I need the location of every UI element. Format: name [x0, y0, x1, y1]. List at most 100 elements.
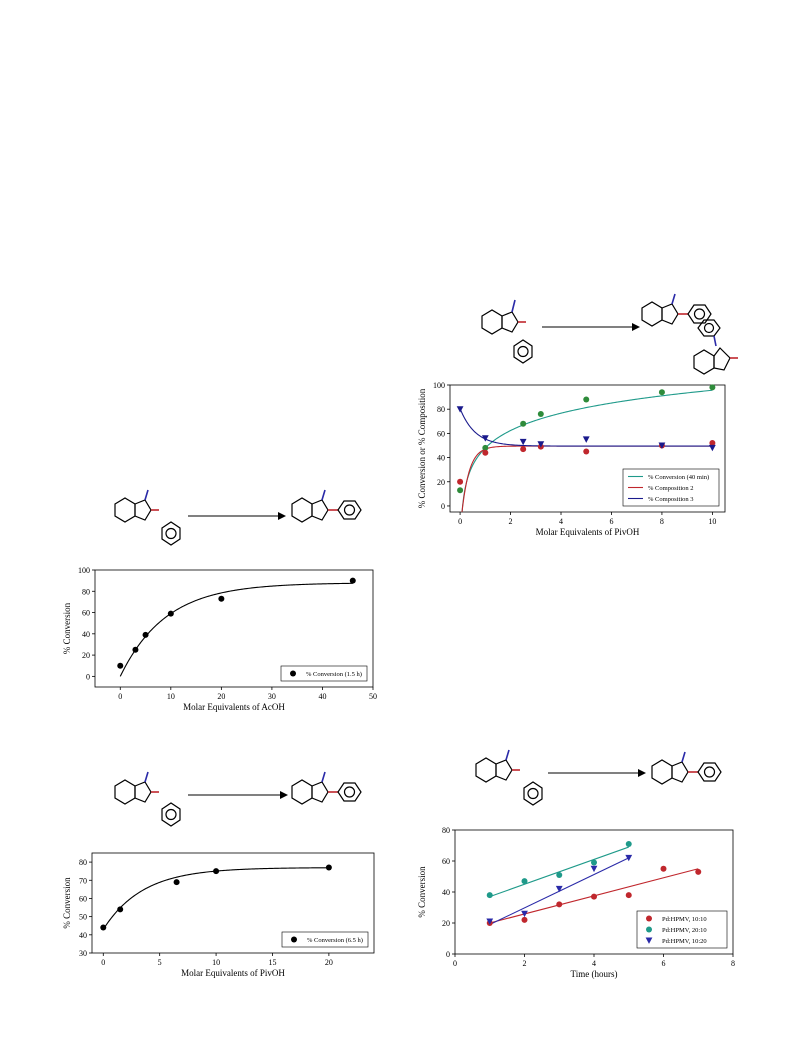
series-3 [456, 406, 716, 452]
y-tick-label: 0 [446, 950, 450, 959]
data-point [132, 646, 139, 653]
product-structure [291, 771, 362, 805]
data-point [582, 436, 590, 443]
data-point [709, 440, 716, 447]
data-point [695, 868, 702, 875]
x-axis: 0 2 4 6 8 10 [458, 512, 716, 526]
data-point [213, 868, 220, 875]
data-point [521, 910, 528, 918]
data-point [117, 662, 124, 669]
legend-box [281, 931, 369, 948]
reaction-arrow [188, 512, 286, 520]
product-2-structure [641, 293, 712, 327]
x-tick-label: 0 [458, 517, 462, 526]
y-tick-label: 30 [79, 949, 87, 958]
reaction-arrow [542, 323, 640, 331]
x-tick-label: 20 [217, 692, 225, 701]
fit-curve-1 [102, 867, 329, 930]
x-tick-label: 40 [318, 692, 326, 701]
legend-label: Pd:HPMV, 10:20 [662, 938, 707, 945]
fit-curve-3 [459, 408, 713, 447]
legend-label: Pd:HPMV, 20:10 [662, 927, 707, 934]
legend-label: % Conversion (40 min) [648, 474, 709, 481]
scheme-pivoh-composition [481, 293, 738, 375]
data-point [625, 892, 632, 899]
legend-label: % Composition 2 [648, 485, 694, 492]
y-tick-label: 80 [442, 826, 450, 835]
indole-reactant-structure [114, 489, 159, 523]
legend: % Conversion (40 min) % Composition 2 % Co… [622, 468, 720, 507]
benzene-reagent-structure [513, 339, 533, 364]
series-3 [486, 854, 633, 925]
x-tick-label: 2 [523, 959, 527, 968]
trend-lines [459, 389, 713, 512]
reaction-arrow [188, 791, 288, 799]
data-point [660, 865, 667, 872]
benzene-reagent-structure [523, 781, 543, 806]
chart-pivoh-6_5h: 0 5 10 15 20 30 40 50 60 70 80 Molar Equivalents of… [62, 852, 375, 978]
data-point [521, 878, 528, 885]
data-point [625, 840, 632, 847]
x-tick-label: 30 [268, 692, 276, 701]
data-point [117, 906, 124, 913]
indole-reactant-structure [481, 299, 526, 335]
x-tick-label: 6 [609, 517, 613, 526]
data-point [520, 420, 527, 427]
scheme-time-course [475, 749, 722, 806]
y-tick-label: 100 [78, 566, 90, 575]
x-tick-label: 50 [369, 692, 377, 701]
data-point [482, 444, 489, 451]
fit-curve-1 [119, 582, 353, 677]
legend-marker [646, 915, 652, 922]
y-tick-label: 80 [79, 858, 87, 867]
y-tick-label: 100 [433, 381, 445, 390]
y-tick-label: 60 [79, 894, 87, 903]
data-point [218, 595, 225, 602]
y-tick-label: 40 [82, 630, 90, 639]
plot-frame [91, 852, 375, 954]
data-point [173, 879, 180, 886]
x-axis-label: Molar Equivalents of PivOH [181, 968, 285, 978]
y-tick-label: 40 [79, 931, 87, 940]
data-point [556, 871, 563, 878]
data-point [658, 442, 666, 449]
data-point [625, 854, 633, 862]
plot-frame [449, 384, 726, 513]
x-tick-label: 4 [592, 959, 596, 968]
x-tick-label: 0 [101, 958, 105, 967]
legend: Pd:HPMV, 10:10 Pd:HPMV, 20:10 Pd:HPMV, 10:… [636, 910, 728, 949]
data-point [486, 918, 494, 925]
y-tick-label: 20 [437, 478, 445, 487]
x-axis-label: Molar Equivalents of PivOH [536, 527, 640, 537]
legend-box [280, 665, 368, 682]
y-tick-label: 60 [437, 429, 445, 438]
x-axis: 0 2 4 6 8 [453, 954, 735, 968]
y-axis-label: % Conversion or % Composition [417, 388, 427, 508]
data-point [583, 448, 590, 455]
benzene-reagent-structure [161, 802, 181, 827]
x-axis: 0 5 10 15 20 [101, 953, 333, 967]
y-axis-label: % Conversion [62, 877, 72, 929]
y-tick-label: 20 [442, 919, 450, 928]
indole-reactant-structure [114, 771, 159, 805]
data-point [456, 406, 464, 413]
x-tick-label: 0 [453, 959, 457, 968]
product-structure [291, 489, 362, 523]
y-tick-label: 0 [86, 672, 90, 681]
x-tick-label: 2 [509, 517, 513, 526]
x-tick-label: 8 [731, 959, 735, 968]
chart-acoh: 0 10 20 30 40 50 0 20 40 60 80 100 Molar Equivalents… [62, 566, 377, 712]
data-point [555, 885, 563, 893]
scheme-pivoh-6_5h [114, 771, 362, 827]
y-tick-label: 60 [82, 609, 90, 618]
data-point [590, 865, 598, 873]
x-tick-label: 10 [212, 958, 220, 967]
y-tick-label: 50 [79, 913, 87, 922]
legend-label: % Composition 3 [648, 496, 694, 503]
reaction-arrow [548, 769, 646, 777]
data-point [457, 487, 464, 494]
data-point [481, 435, 489, 442]
product-structure [651, 751, 722, 785]
